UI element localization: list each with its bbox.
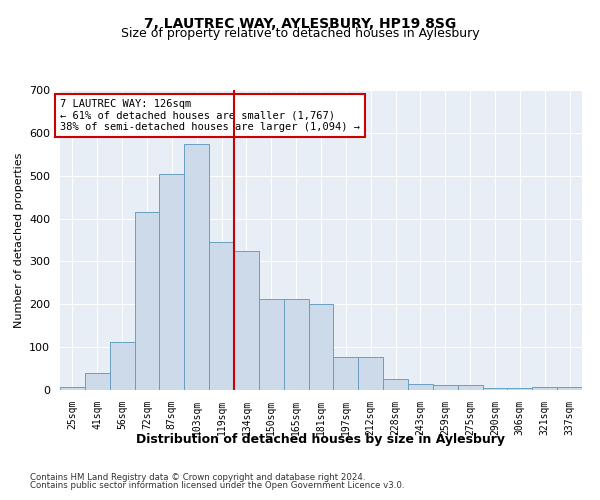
Bar [383, 380, 408, 390]
Text: 7, LAUTREC WAY, AYLESBURY, HP19 8SG: 7, LAUTREC WAY, AYLESBURY, HP19 8SG [144, 18, 456, 32]
Y-axis label: Number of detached properties: Number of detached properties [14, 152, 23, 328]
Bar [482, 388, 508, 390]
Bar [433, 385, 458, 390]
Bar [334, 356, 358, 390]
Bar [134, 212, 160, 390]
Bar [358, 356, 383, 390]
Bar [308, 304, 334, 390]
Bar [508, 388, 532, 390]
Bar [234, 250, 259, 390]
Bar [60, 386, 85, 390]
Bar [209, 242, 234, 390]
Bar [557, 386, 582, 390]
Bar [408, 384, 433, 390]
Text: Contains public sector information licensed under the Open Government Licence v3: Contains public sector information licen… [30, 481, 404, 490]
Bar [110, 342, 134, 390]
Text: 7 LAUTREC WAY: 126sqm
← 61% of detached houses are smaller (1,767)
38% of semi-d: 7 LAUTREC WAY: 126sqm ← 61% of detached … [60, 99, 360, 132]
Text: Size of property relative to detached houses in Aylesbury: Size of property relative to detached ho… [121, 28, 479, 40]
Bar [160, 174, 184, 390]
Bar [458, 385, 482, 390]
Bar [85, 373, 110, 390]
Bar [184, 144, 209, 390]
Bar [532, 386, 557, 390]
Text: Contains HM Land Registry data © Crown copyright and database right 2024.: Contains HM Land Registry data © Crown c… [30, 472, 365, 482]
Bar [284, 299, 308, 390]
Text: Distribution of detached houses by size in Aylesbury: Distribution of detached houses by size … [137, 432, 505, 446]
Bar [259, 299, 284, 390]
